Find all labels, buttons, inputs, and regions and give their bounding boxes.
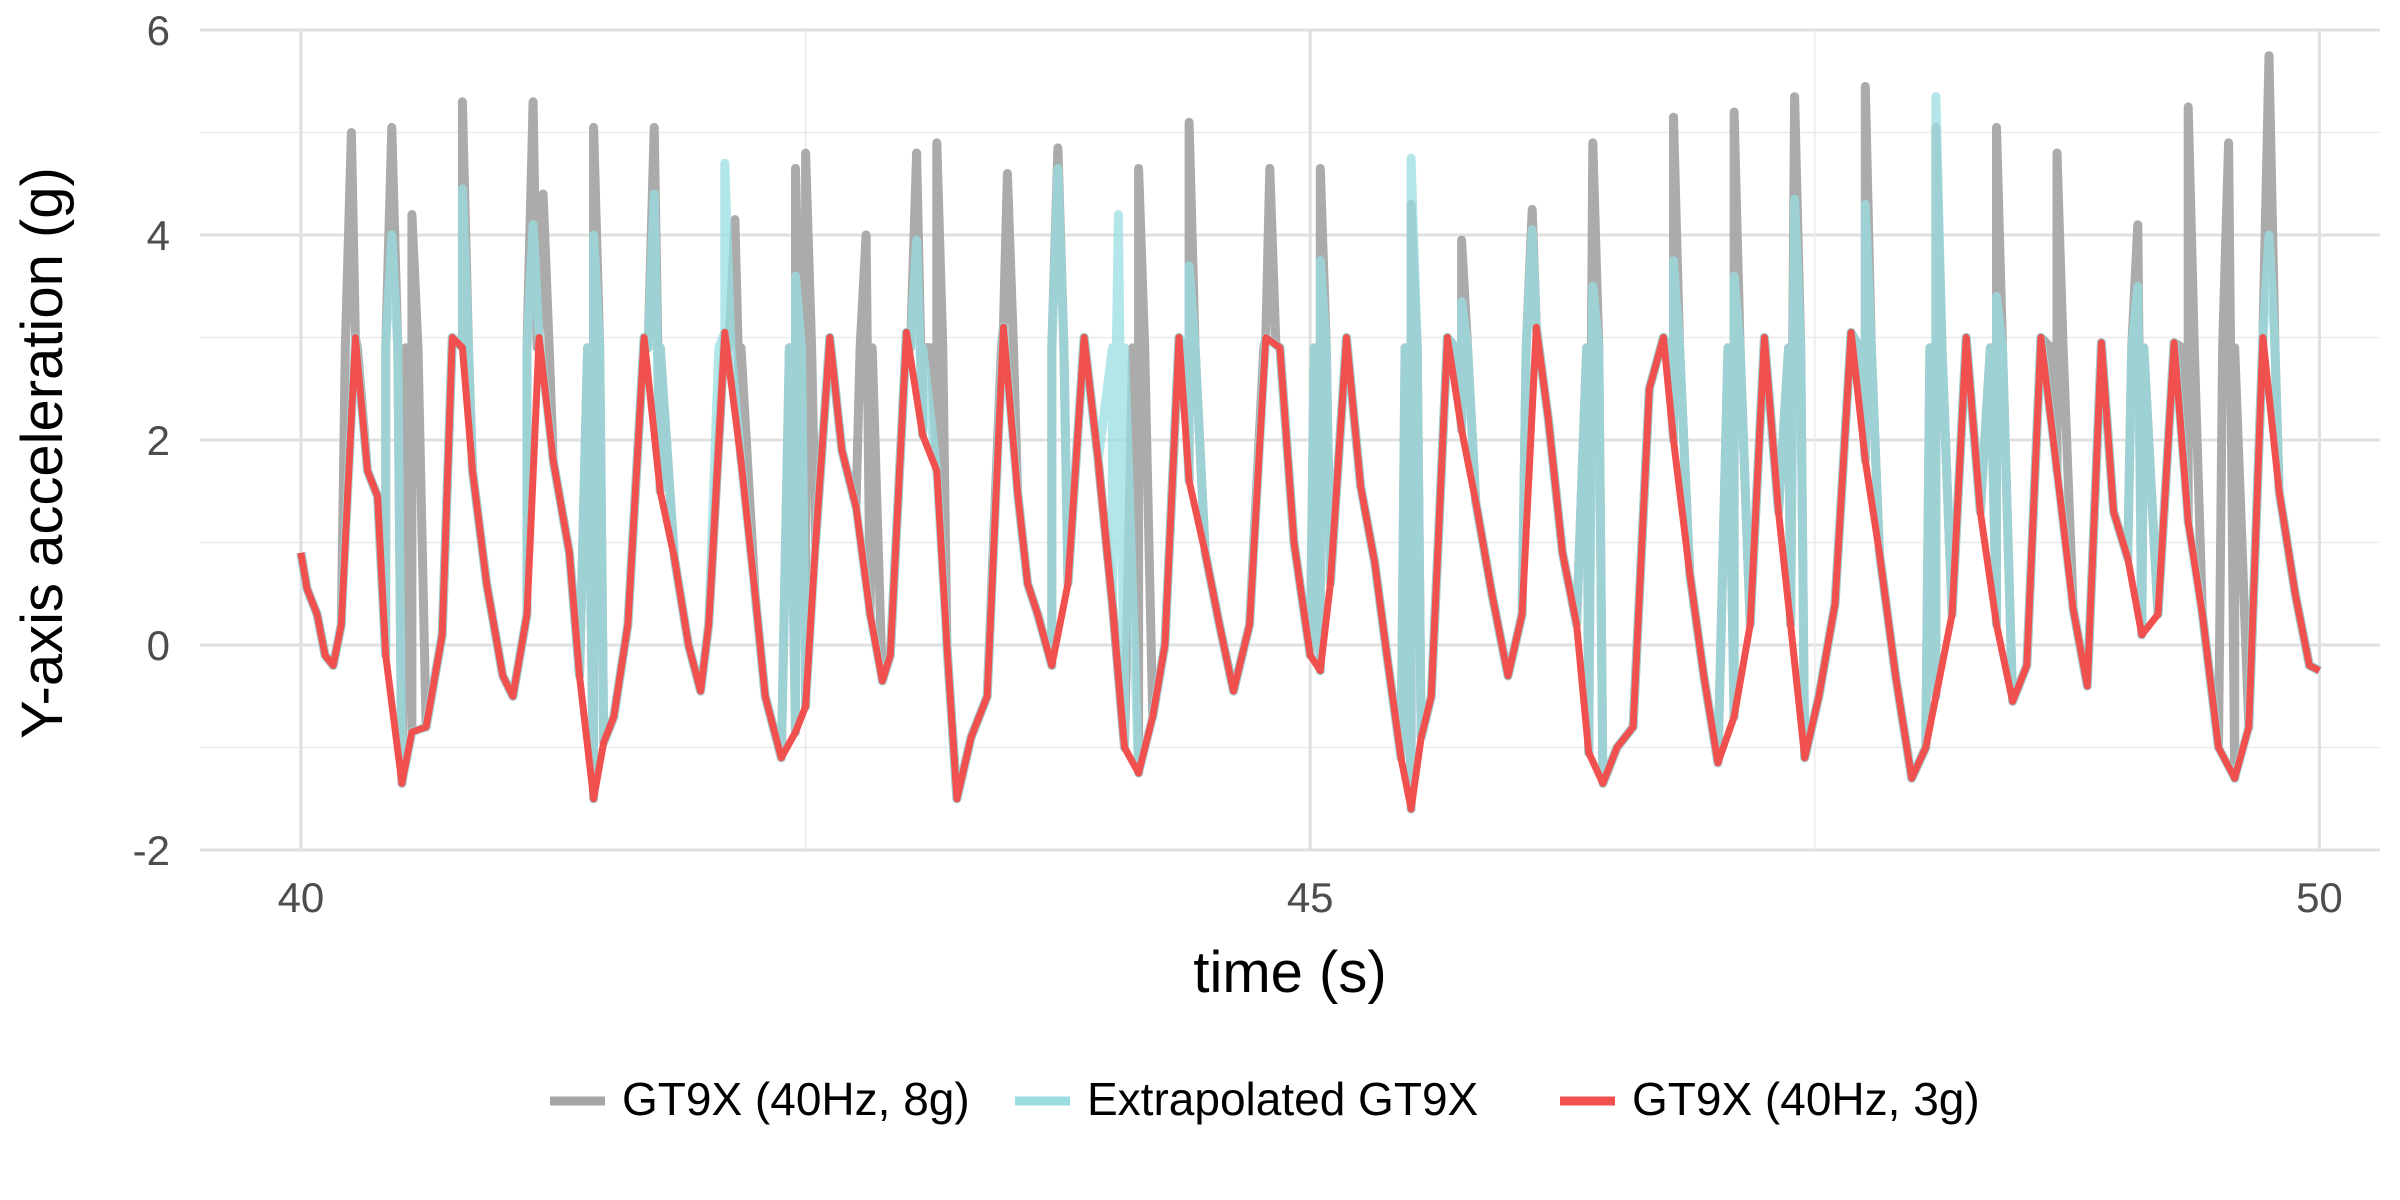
- x-tick-label: 50: [2296, 874, 2343, 921]
- series-line-gt9x-3g: [297, 323, 2321, 813]
- x-axis-ticks: 40 45 50: [278, 874, 2343, 921]
- x-axis-title: time (s): [1193, 940, 1386, 1005]
- y-axis-ticks: -2 0 2 4 6: [133, 7, 170, 874]
- y-tick-label: 2: [147, 417, 170, 464]
- y-axis-title: Y-axis acceleration (g): [10, 167, 75, 739]
- y-tick-label: 0: [147, 622, 170, 669]
- y-tick-label: -2: [133, 827, 170, 874]
- y-tick-label: 6: [147, 7, 170, 54]
- x-tick-label: 40: [278, 874, 325, 921]
- x-tick-label: 45: [1287, 874, 1334, 921]
- legend-label: GT9X (40Hz, 3g): [1632, 1073, 1980, 1125]
- legend: GT9X (40Hz, 8g) Extrapolated GT9X GT9X (40…: [550, 1073, 1980, 1125]
- legend-label: GT9X (40Hz, 8g): [622, 1073, 970, 1125]
- legend-label: Extrapolated GT9X: [1087, 1073, 1478, 1125]
- series-lines: [296, 51, 2322, 814]
- y-tick-label: 4: [147, 212, 170, 259]
